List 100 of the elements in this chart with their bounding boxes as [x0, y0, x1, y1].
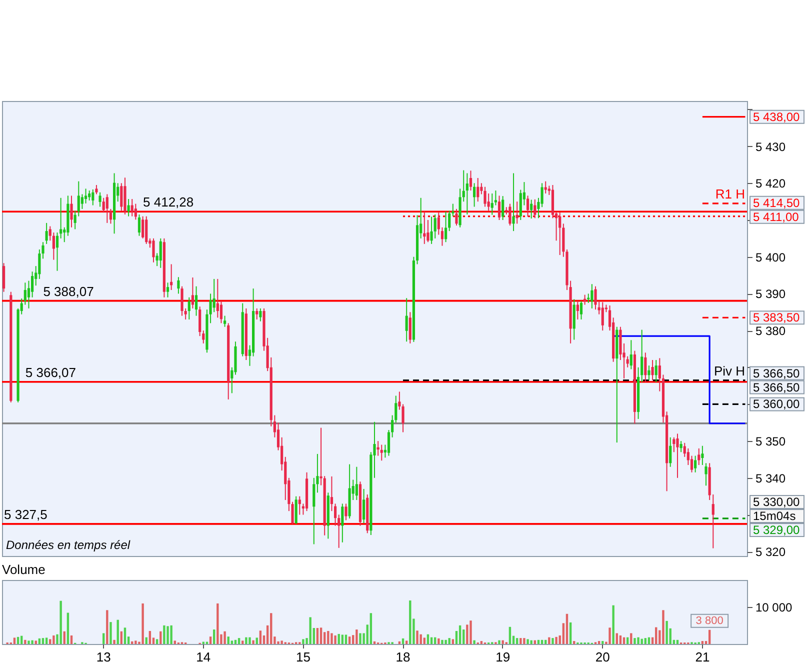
- bar: [45, 638, 48, 644]
- bar: [701, 641, 704, 644]
- candlestick: [220, 300, 223, 324]
- bar: [708, 630, 711, 644]
- candlestick: [56, 232, 59, 272]
- candlestick: [31, 271, 34, 298]
- bar: [209, 636, 212, 644]
- y-tick-label: 5 340: [756, 471, 786, 486]
- bar: [480, 641, 483, 644]
- candlestick: [2, 262, 6, 292]
- bar: [302, 639, 304, 644]
- text: 5 330,00: [753, 494, 800, 509]
- bar: [473, 640, 476, 644]
- candlestick: [88, 190, 91, 201]
- bar: [63, 631, 66, 644]
- bar: [530, 640, 532, 644]
- candlestick: [487, 192, 490, 212]
- series-label: Piv H: [714, 363, 745, 378]
- bar: [256, 638, 258, 644]
- data-label: 5 366,50: [753, 380, 800, 394]
- candlestick: [180, 286, 184, 316]
- bar: [16, 636, 20, 644]
- data-label: 5 383,50: [753, 310, 800, 325]
- candlestick: [502, 196, 504, 220]
- bar: [359, 633, 362, 644]
- bar: [134, 640, 137, 644]
- y-tick-label: 5 320: [756, 545, 786, 560]
- bar: [602, 641, 604, 644]
- bar: [348, 636, 351, 644]
- bar: [523, 638, 526, 644]
- candlestick: [455, 208, 458, 226]
- x-tick-label: 14: [196, 650, 211, 664]
- candlestick: [680, 440, 682, 453]
- bar: [248, 637, 251, 644]
- bar: [66, 612, 70, 644]
- bar: [462, 629, 465, 644]
- candlestick: [98, 192, 102, 208]
- candlestick: [177, 276, 180, 294]
- candlestick: [669, 436, 672, 468]
- bar: [216, 603, 219, 644]
- candlestick: [212, 278, 216, 313]
- bar: [666, 620, 668, 644]
- bar: [270, 613, 272, 644]
- bar: [356, 629, 358, 644]
- x-tick-label: 13: [96, 650, 111, 664]
- bar: [438, 638, 440, 644]
- candlestick: [694, 455, 697, 473]
- candlestick: [120, 182, 123, 212]
- candlestick: [648, 365, 650, 381]
- candlestick: [584, 294, 586, 306]
- bar: [242, 640, 244, 644]
- bar: [170, 625, 172, 644]
- bar: [344, 634, 348, 644]
- series-label: R1 H: [715, 186, 745, 202]
- x-tick-label: 19: [496, 650, 510, 664]
- bar: [552, 638, 554, 644]
- candlestick: [672, 436, 676, 453]
- text: 15m04s: [753, 508, 796, 523]
- data-label: 5 329,00: [753, 522, 800, 537]
- y-tick-label: 5 430: [756, 140, 786, 154]
- candlestick: [95, 184, 98, 195]
- bar: [70, 635, 73, 644]
- candlestick: [534, 198, 536, 219]
- y-tick-label: 5 400: [756, 250, 786, 264]
- candlestick: [191, 276, 194, 309]
- bar: [309, 617, 312, 644]
- bar: [616, 633, 618, 644]
- candlestick: [330, 476, 334, 512]
- bar: [498, 640, 500, 644]
- data-label: 5 414,50: [753, 196, 800, 210]
- bar: [280, 640, 283, 644]
- bar: [655, 627, 658, 644]
- candlestick: [152, 238, 155, 263]
- candlestick: [256, 308, 258, 320]
- candlestick: [444, 211, 448, 243]
- bar: [644, 638, 647, 644]
- candlestick: [698, 448, 700, 466]
- candlestick: [644, 352, 647, 383]
- bar: [637, 637, 640, 644]
- candlestick: [408, 312, 412, 344]
- candlestick: [223, 315, 226, 328]
- bar: [166, 626, 169, 644]
- bar: [142, 603, 144, 644]
- bar: [555, 636, 558, 644]
- candlestick: [198, 306, 202, 337]
- candlestick: [380, 444, 383, 462]
- bar: [444, 640, 447, 644]
- bar: [60, 600, 62, 644]
- bar: [327, 630, 330, 644]
- bar: [38, 638, 41, 644]
- bar: [156, 639, 158, 644]
- candlestick: [312, 477, 316, 545]
- candlestick: [654, 360, 658, 383]
- candlestick: [341, 503, 344, 543]
- candlestick: [508, 203, 512, 226]
- bar: [116, 620, 119, 644]
- candlestick: [690, 455, 694, 473]
- bar: [423, 638, 426, 644]
- bar: [402, 638, 404, 644]
- bar: [409, 600, 412, 644]
